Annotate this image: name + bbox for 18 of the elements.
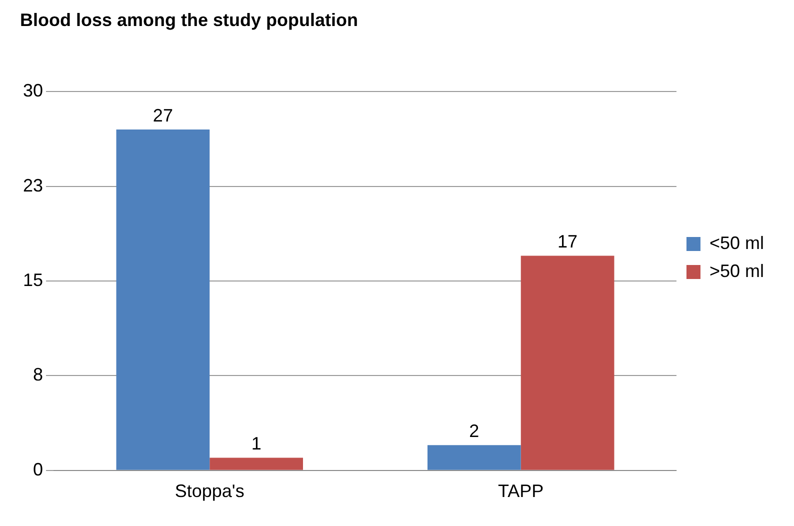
data-label: 2 [469,421,480,442]
y-tick-label: 23 [22,175,44,196]
legend-label: <50 ml [709,232,764,253]
y-tick-label: 15 [22,270,44,290]
y-tick-label: 8 [33,364,44,385]
y-tick-label: 0 [33,459,44,480]
data-label: 1 [251,434,262,454]
bar [427,445,521,470]
bar [520,256,614,470]
data-label: 17 [558,232,578,252]
x-tick-label: TAPP [498,481,544,502]
legend-label: >50 ml [709,260,764,281]
data-label: 27 [152,105,173,126]
bar [116,129,210,470]
y-tick-label: 30 [22,80,44,101]
bar [210,458,303,470]
x-tick-label: Stoppa's [174,481,244,502]
chart-title: Blood loss among the study population [20,10,358,30]
